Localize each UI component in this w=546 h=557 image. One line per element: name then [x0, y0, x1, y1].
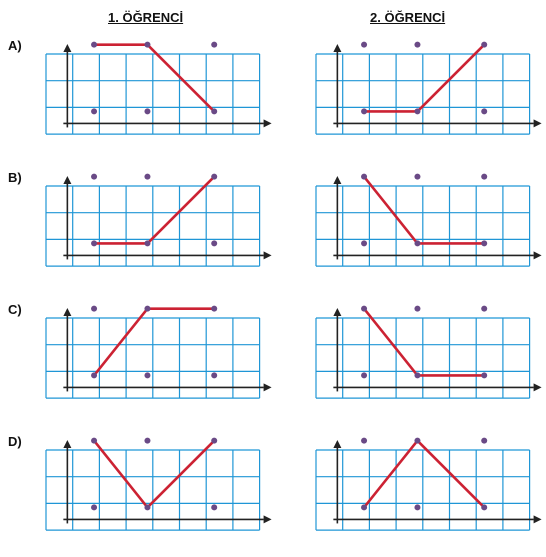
data-point	[414, 372, 421, 379]
data-point	[481, 305, 488, 312]
data-point	[361, 41, 368, 48]
y-axis-arrow	[333, 44, 342, 52]
option-d-student1-graph	[45, 437, 272, 531]
x-axis-arrow	[533, 383, 542, 392]
data-point	[414, 504, 421, 511]
data-point	[414, 41, 421, 48]
option-c-label: C)	[8, 302, 22, 317]
data-point	[414, 108, 421, 115]
data-point	[481, 108, 488, 115]
option-b-student2-graph	[315, 173, 542, 267]
data-point	[414, 305, 421, 312]
data-point	[361, 108, 368, 115]
option-b-student1-graph	[45, 173, 272, 267]
data-point	[144, 240, 151, 247]
x-axis-arrow	[263, 515, 272, 524]
option-c-student2-graph	[315, 305, 542, 399]
data-point	[211, 41, 218, 48]
data-point	[481, 504, 488, 511]
data-point	[211, 372, 218, 379]
option-d-student2-graph	[315, 437, 542, 531]
data-point	[361, 372, 368, 379]
y-axis-arrow	[333, 308, 342, 316]
graph-path	[93, 307, 215, 377]
x-axis-arrow	[533, 515, 542, 524]
data-point	[91, 437, 98, 444]
student1-header: 1. ÖĞRENCİ	[108, 10, 184, 25]
data-point	[91, 240, 98, 247]
data-point	[91, 305, 98, 312]
option-c-student1-graph	[45, 305, 272, 399]
data-point	[144, 437, 151, 444]
graph-path	[363, 307, 485, 377]
x-axis-arrow	[263, 119, 272, 128]
data-point	[144, 504, 151, 511]
data-point	[481, 372, 488, 379]
data-point	[361, 305, 368, 312]
data-point	[144, 41, 151, 48]
x-axis-arrow	[533, 251, 542, 260]
data-point	[211, 437, 218, 444]
graph-path	[93, 439, 216, 509]
data-point	[144, 372, 151, 379]
x-axis-arrow	[263, 383, 272, 392]
student2-header: 2. ÖĞRENCİ	[370, 10, 446, 25]
data-point	[91, 372, 98, 379]
data-point	[414, 437, 421, 444]
data-point	[481, 240, 488, 247]
data-point	[211, 240, 218, 247]
y-axis-arrow	[63, 308, 72, 316]
data-point	[414, 240, 421, 247]
graph-path	[363, 439, 486, 509]
data-point	[361, 504, 368, 511]
option-a-student1-graph	[45, 41, 272, 135]
graph-path	[364, 43, 486, 113]
data-point	[481, 173, 488, 180]
graph-path	[94, 175, 216, 245]
data-point	[481, 437, 488, 444]
data-point	[361, 240, 368, 247]
y-axis-arrow	[333, 176, 342, 184]
data-point	[414, 173, 421, 180]
data-point	[144, 108, 151, 115]
graph-path	[363, 175, 485, 245]
data-point	[91, 41, 98, 48]
option-d-label: D)	[8, 434, 22, 449]
data-point	[91, 504, 98, 511]
x-axis-arrow	[533, 119, 542, 128]
data-point	[361, 173, 368, 180]
data-point	[91, 108, 98, 115]
y-axis-arrow	[63, 440, 72, 448]
data-point	[481, 41, 488, 48]
option-b-label: B)	[8, 170, 22, 185]
data-point	[144, 173, 151, 180]
data-point	[91, 173, 98, 180]
data-point	[361, 437, 368, 444]
data-point	[144, 305, 151, 312]
data-point	[211, 108, 218, 115]
data-point	[211, 305, 218, 312]
graph-path	[94, 43, 216, 113]
option-a-student2-graph	[315, 41, 542, 135]
y-axis-arrow	[63, 176, 72, 184]
y-axis-arrow	[333, 440, 342, 448]
data-point	[211, 173, 218, 180]
x-axis-arrow	[263, 251, 272, 260]
option-a-label: A)	[8, 38, 22, 53]
data-point	[211, 504, 218, 511]
y-axis-arrow	[63, 44, 72, 52]
